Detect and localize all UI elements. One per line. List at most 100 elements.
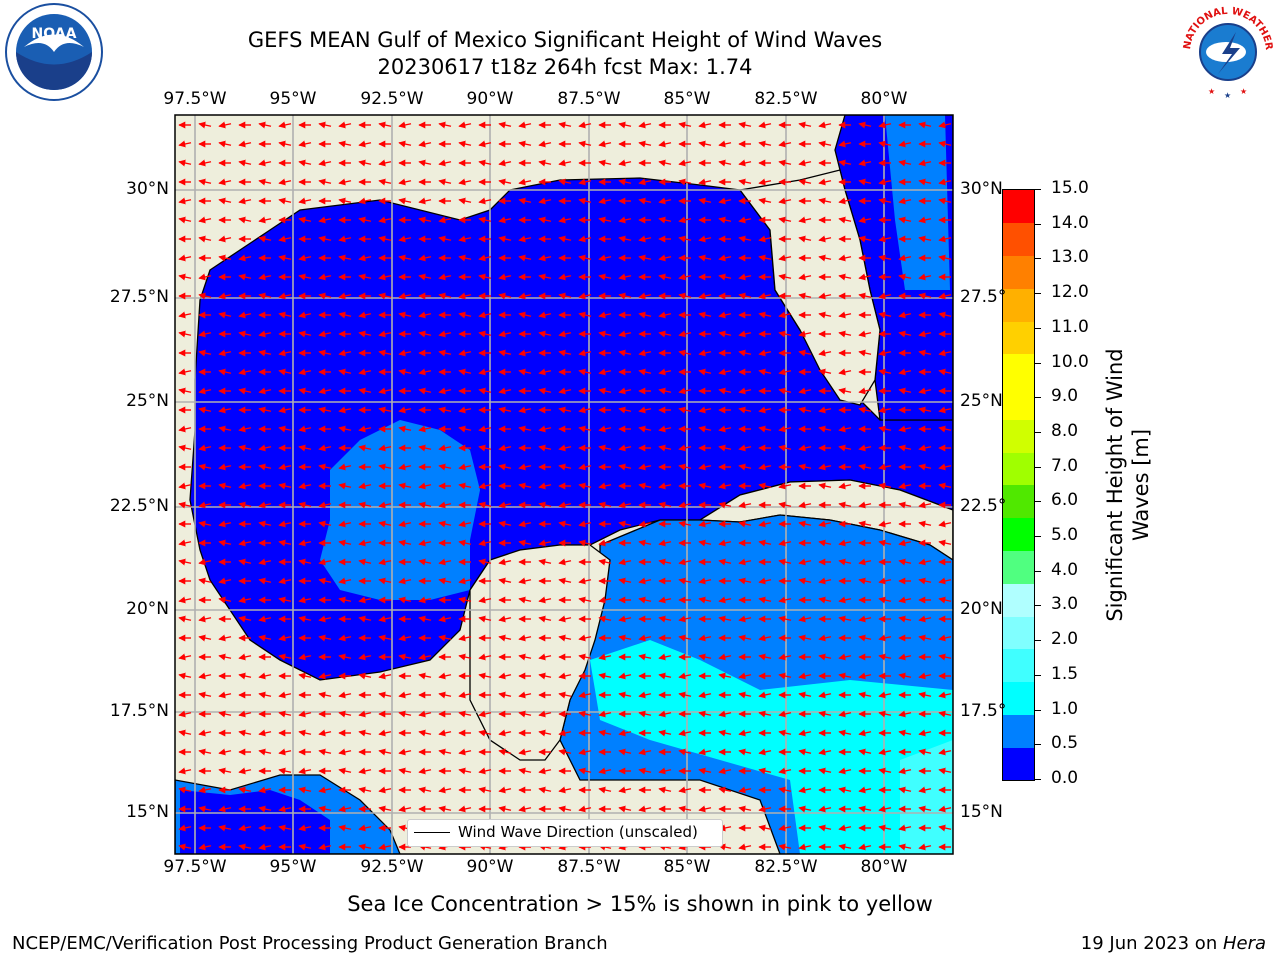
wave-arrow <box>758 254 772 262</box>
wave-arrow <box>838 197 852 205</box>
wave-arrow <box>178 710 192 718</box>
wave-arrow <box>918 330 932 338</box>
wave-arrow <box>338 520 352 528</box>
wave-arrow <box>698 425 712 433</box>
wave-arrow <box>858 520 872 528</box>
wave-arrow <box>798 672 812 680</box>
lon-label-top: 90°W <box>466 89 514 109</box>
wave-arrow <box>458 178 472 186</box>
wave-arrow <box>778 558 792 566</box>
wave-arrow <box>478 558 492 566</box>
wave-arrow <box>578 311 592 319</box>
wave-arrow <box>918 444 932 452</box>
wave-arrow <box>498 577 512 585</box>
wave-arrow <box>938 197 952 205</box>
wave-arrow <box>418 672 432 680</box>
wave-arrow <box>318 501 332 509</box>
colorbar-segment <box>1003 550 1034 584</box>
wave-arrow <box>238 653 252 661</box>
wave-arrow <box>218 197 232 205</box>
wave-arrow <box>698 140 712 148</box>
wave-arrow <box>538 558 552 566</box>
lon-label-top: 97.5°W <box>163 89 227 109</box>
wave-arrow <box>438 273 452 281</box>
wave-arrow <box>398 292 412 300</box>
wave-arrow <box>418 729 432 737</box>
wave-arrow <box>558 634 572 642</box>
wave-arrow <box>198 615 212 623</box>
wave-arrow <box>358 482 372 490</box>
wave-arrow <box>818 463 832 471</box>
wave-arrow <box>878 520 892 528</box>
wave-arrow <box>398 425 412 433</box>
wave-arrow <box>778 330 792 338</box>
wave-arrow <box>338 197 352 205</box>
wave-arrow <box>658 330 672 338</box>
wave-arrow <box>538 368 552 376</box>
wave-arrow <box>498 159 512 167</box>
wave-arrow <box>818 178 832 186</box>
wave-arrow <box>178 216 192 224</box>
wave-arrow <box>258 691 272 699</box>
wave-arrow <box>498 463 512 471</box>
wave-arrow <box>218 653 232 661</box>
wave-arrow <box>358 653 372 661</box>
lat-label-left: 15°N <box>126 802 169 822</box>
colorbar-segment <box>1003 714 1034 748</box>
wave-arrow <box>938 311 952 319</box>
wave-arrow <box>638 235 652 243</box>
wave-arrow <box>358 273 372 281</box>
wave-arrow <box>438 349 452 357</box>
wave-arrow <box>518 235 532 243</box>
wave-arrow <box>478 330 492 338</box>
wave-arrow <box>438 577 452 585</box>
wave-arrow <box>278 520 292 528</box>
wave-arrow <box>898 216 912 224</box>
wave-arrow <box>918 672 932 680</box>
wave-arrow <box>218 368 232 376</box>
wave-arrow <box>498 349 512 357</box>
wave-arrow <box>538 311 552 319</box>
wave-arrow <box>918 577 932 585</box>
wave-arrow <box>638 710 652 718</box>
wave-arrow <box>738 634 752 642</box>
wave-arrow <box>378 444 392 452</box>
wave-arrow <box>178 615 192 623</box>
wave-arrow <box>918 292 932 300</box>
wave-arrow <box>578 653 592 661</box>
wave-arrow <box>758 368 772 376</box>
colorbar-segment <box>1003 419 1034 453</box>
wave-arrow <box>878 368 892 376</box>
wave-arrow <box>298 596 312 604</box>
wave-arrow <box>898 615 912 623</box>
wave-arrow <box>338 121 352 129</box>
wave-arrow <box>238 729 252 737</box>
wave-arrow <box>898 425 912 433</box>
wave-arrow <box>498 387 512 395</box>
wave-arrow <box>738 216 752 224</box>
wave-arrow <box>498 235 512 243</box>
wave-arrow <box>718 558 732 566</box>
wave-arrow <box>358 140 372 148</box>
wave-arrow <box>598 710 612 718</box>
wave-arrow <box>758 653 772 661</box>
wave-arrow <box>458 577 472 585</box>
wave-arrow <box>518 539 532 547</box>
wave-arrow <box>518 482 532 490</box>
wave-arrow <box>798 349 812 357</box>
wave-arrow <box>738 463 752 471</box>
wave-arrow <box>258 178 272 186</box>
wave-arrow <box>338 235 352 243</box>
wave-arrow <box>238 482 252 490</box>
wave-arrow <box>398 235 412 243</box>
wave-arrow <box>538 425 552 433</box>
wave-arrow <box>418 615 432 623</box>
wave-arrow <box>738 273 752 281</box>
wave-arrow <box>858 577 872 585</box>
colorbar-tick-mark <box>1034 536 1041 538</box>
lon-label-bottom: 90°W <box>466 857 514 877</box>
wave-arrow <box>678 406 692 414</box>
wave-arrow <box>498 520 512 528</box>
wave-arrow <box>378 729 392 737</box>
wave-arrow <box>498 121 512 129</box>
